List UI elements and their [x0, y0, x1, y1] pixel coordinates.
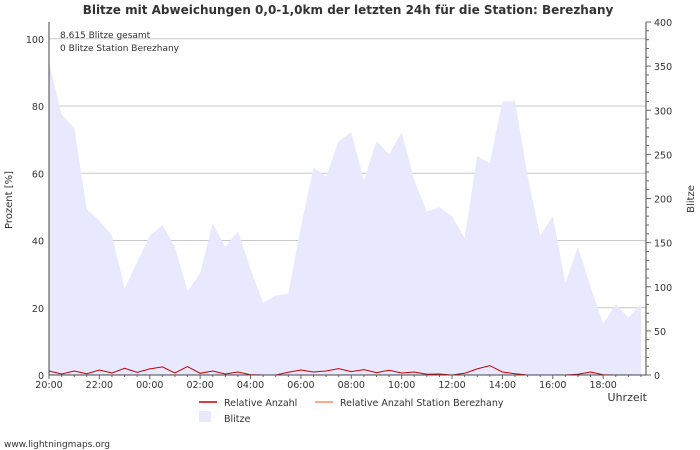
x-tick-label: 00:00: [136, 380, 163, 391]
y-tick-label-right: 50: [654, 327, 666, 338]
x-tick-label: 18:00: [589, 380, 616, 391]
x-tick-label: 08:00: [338, 380, 365, 391]
legend: Relative Anzahl Relative Anzahl Station …: [199, 398, 504, 425]
y-tick-label-right: 0: [654, 371, 660, 382]
y-tick-label-left: 40: [32, 237, 44, 248]
y-tick-label-right: 300: [654, 106, 672, 117]
annotation-total: 8.615 Blitze gesamt: [60, 31, 151, 41]
chart-title: Blitze mit Abweichungen 0,0-1,0km der le…: [83, 3, 614, 17]
y-tick-label-right: 200: [654, 195, 672, 206]
x-tick-label: 14:00: [489, 380, 516, 391]
x-tick-label: 02:00: [186, 380, 213, 391]
x-tick-label: 04:00: [237, 380, 264, 391]
y-tick-label-left: 60: [32, 169, 44, 180]
blitze-area: [49, 61, 641, 375]
x-tick-label: 06:00: [287, 380, 314, 391]
x-tick-label: 10:00: [388, 380, 415, 391]
legend-swatch-blitze: [199, 411, 211, 422]
x-tick-label: 20:00: [35, 380, 62, 391]
ticks: 0 20 40 60 80 100 0 50 100 150 200 250 300 350 400 20:0…: [26, 18, 672, 391]
x-tick-label: 22:00: [86, 380, 113, 391]
y-tick-label-right: 100: [654, 283, 672, 294]
annotation-station: 0 Blitze Station Berezhany: [60, 44, 180, 54]
y-tick-label-left: 80: [32, 102, 44, 113]
legend-label-relative-anzahl: Relative Anzahl: [224, 398, 297, 409]
y-tick-label-left: 100: [26, 35, 44, 46]
source-footer: www.lightningmaps.org: [4, 440, 110, 450]
y-tick-label-right: 400: [654, 18, 672, 29]
x-tick-label: 16:00: [539, 380, 566, 391]
y-tick-label-right: 350: [654, 62, 672, 73]
legend-label-blitze: Blitze: [224, 414, 251, 425]
y-axis-label-left: Prozent [%]: [4, 171, 15, 229]
y-tick-label-left: 20: [32, 304, 44, 315]
x-axis-label: Uhrzeit: [608, 391, 648, 404]
y-tick-label-left: 0: [38, 371, 44, 382]
x-tick-label: 12:00: [438, 380, 465, 391]
y-tick-label-right: 150: [654, 239, 672, 250]
legend-label-station: Relative Anzahl Station Berezhany: [340, 398, 504, 409]
y-tick-label-right: 250: [654, 150, 672, 161]
y-axis-label-right: Blitze: [686, 185, 697, 213]
